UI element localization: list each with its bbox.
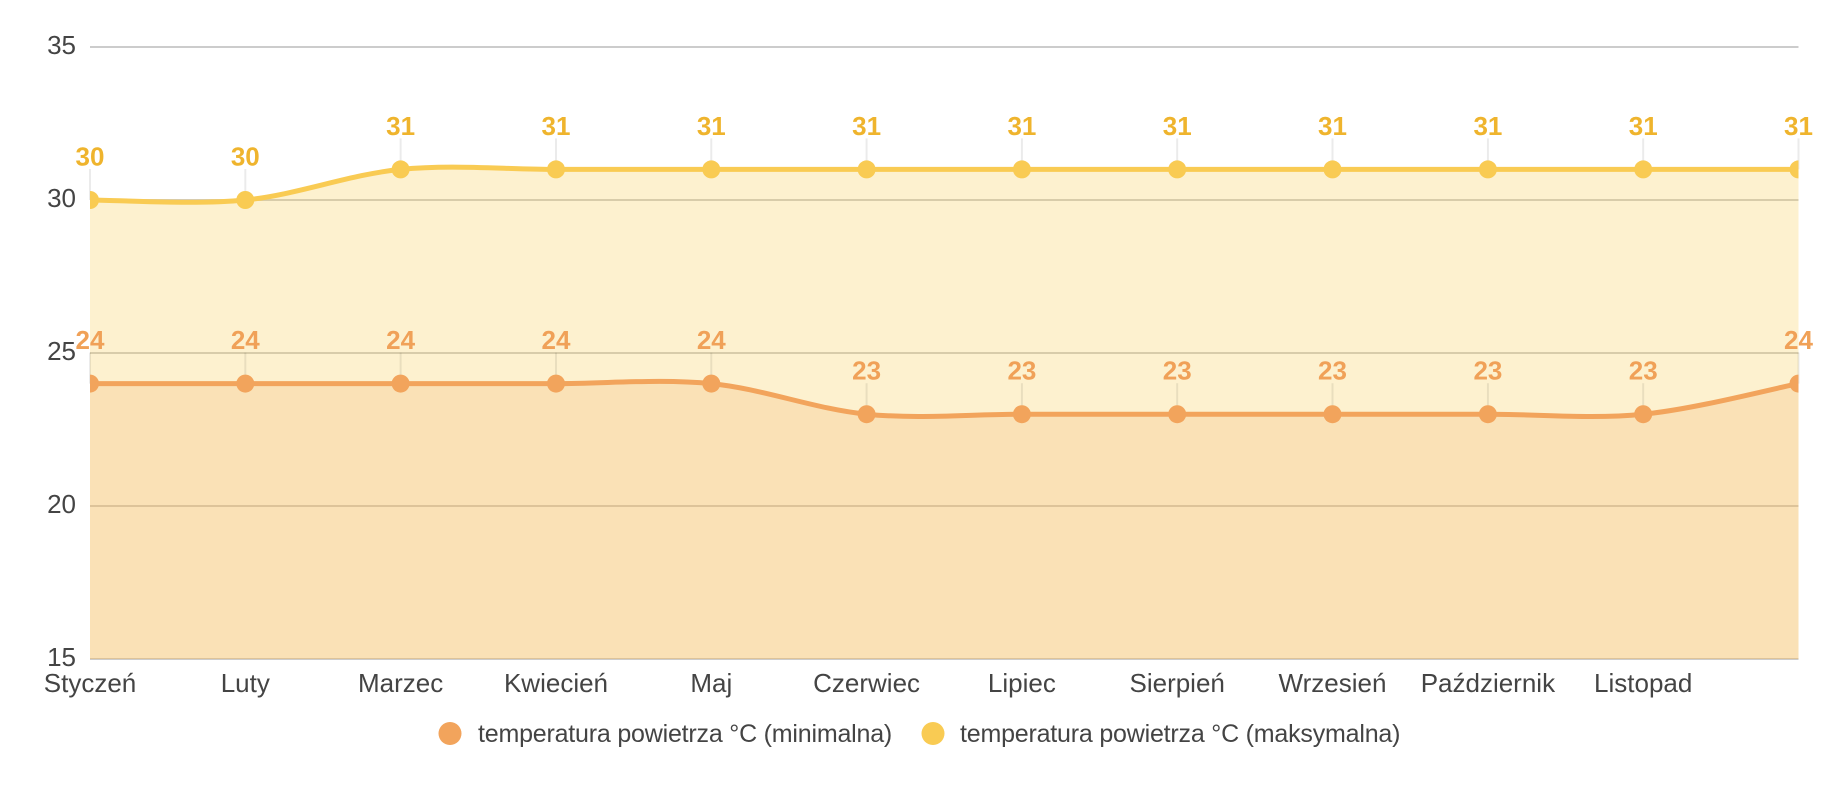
svg-text:31: 31 — [697, 111, 726, 141]
svg-text:23: 23 — [1473, 356, 1502, 386]
svg-text:30: 30 — [76, 142, 105, 172]
svg-text:temperatura powietrza °C (maks: temperatura powietrza °C (maksymalna) — [960, 720, 1400, 748]
svg-text:23: 23 — [1318, 356, 1347, 386]
svg-text:Luty: Luty — [221, 668, 270, 698]
svg-text:35: 35 — [47, 30, 76, 60]
svg-text:Sierpień: Sierpień — [1129, 668, 1224, 698]
svg-text:Lipiec: Lipiec — [988, 668, 1056, 698]
svg-text:24: 24 — [542, 325, 571, 355]
svg-text:Listopad: Listopad — [1594, 668, 1692, 698]
svg-text:23: 23 — [1163, 356, 1192, 386]
svg-text:24: 24 — [231, 325, 260, 355]
svg-text:24: 24 — [697, 325, 726, 355]
svg-text:Październik: Październik — [1421, 668, 1556, 698]
svg-text:31: 31 — [1784, 111, 1813, 141]
svg-text:31: 31 — [1473, 111, 1502, 141]
svg-text:31: 31 — [1007, 111, 1036, 141]
svg-text:Wrzesień: Wrzesień — [1279, 668, 1387, 698]
svg-text:30: 30 — [47, 183, 76, 213]
svg-text:15: 15 — [47, 642, 76, 672]
svg-text:Maj: Maj — [690, 668, 732, 698]
svg-text:Czerwiec: Czerwiec — [813, 668, 920, 698]
svg-text:30: 30 — [231, 142, 260, 172]
svg-text:25: 25 — [47, 336, 76, 366]
svg-text:Styczeń: Styczeń — [44, 668, 137, 698]
svg-text:31: 31 — [1163, 111, 1192, 141]
svg-text:23: 23 — [852, 356, 881, 386]
svg-text:23: 23 — [1007, 356, 1036, 386]
svg-text:24: 24 — [76, 325, 105, 355]
svg-text:23: 23 — [1629, 356, 1658, 386]
svg-text:31: 31 — [542, 111, 571, 141]
svg-text:Kwiecień: Kwiecień — [504, 668, 608, 698]
svg-text:31: 31 — [1629, 111, 1658, 141]
svg-text:20: 20 — [47, 489, 76, 519]
svg-text:temperatura powietrza °C (mini: temperatura powietrza °C (minimalna) — [478, 720, 892, 748]
svg-text:31: 31 — [386, 111, 415, 141]
svg-text:31: 31 — [1318, 111, 1347, 141]
svg-text:31: 31 — [852, 111, 881, 141]
svg-text:Marzec: Marzec — [358, 668, 443, 698]
svg-text:24: 24 — [1784, 325, 1813, 355]
svg-text:24: 24 — [386, 325, 415, 355]
